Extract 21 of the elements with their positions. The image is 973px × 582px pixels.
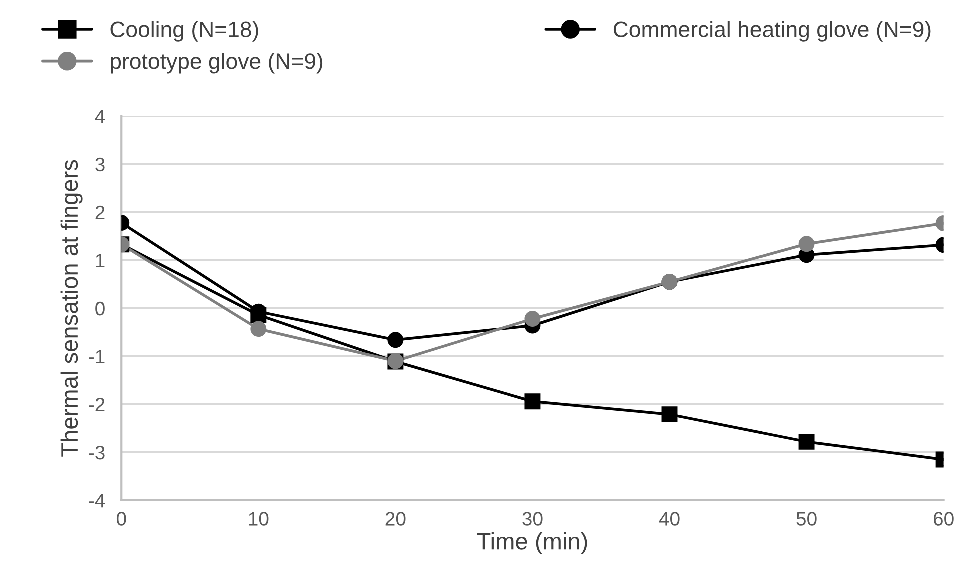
- x-tick-label: 30: [522, 512, 543, 526]
- x-axis-title: Time (min): [477, 532, 588, 555]
- x-tick-label: 20: [386, 512, 406, 526]
- legend-label: Cooling (N=18): [110, 21, 258, 42]
- y-tick-label: 1: [96, 254, 105, 268]
- y-tick-label: -1: [89, 350, 105, 364]
- y-tick-label: 4: [95, 110, 106, 124]
- y-tick-label: -4: [89, 494, 106, 508]
- x-tick-label: 0: [116, 512, 126, 526]
- legend-label: Commercial heating glove (N=9): [614, 21, 931, 42]
- y-tick-label: -3: [89, 446, 105, 460]
- y-tick-label: 2: [96, 206, 105, 220]
- y-tick-label: -2: [89, 398, 105, 412]
- y-axis-title: Thermal sensation at fingers: [60, 160, 83, 457]
- x-tick-label: 10: [249, 512, 269, 526]
- y-tick-label: 0: [96, 302, 105, 316]
- y-tick-label: 3: [96, 158, 105, 172]
- x-tick-label: 40: [659, 512, 680, 526]
- x-tick-label: 60: [934, 512, 954, 526]
- x-tick-label: 50: [796, 512, 817, 526]
- legend-label: prototype glove (N=9): [111, 52, 323, 74]
